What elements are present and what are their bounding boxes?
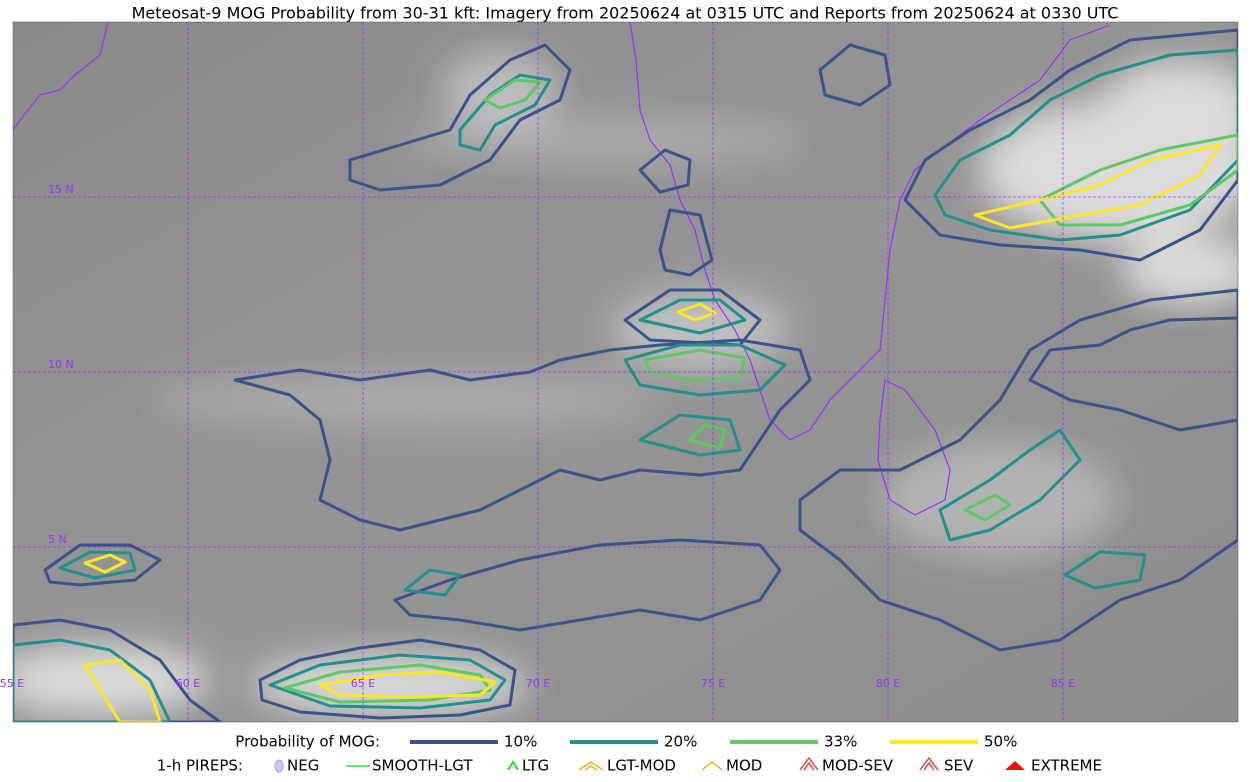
legend-label: SMOOTH-LGT [372, 757, 473, 775]
contour [1028, 316, 1238, 432]
lon-label: 55 E [0, 677, 24, 690]
contour [963, 493, 1012, 522]
contour [403, 568, 462, 597]
contour [938, 428, 1082, 542]
legend-label: 33% [824, 733, 857, 751]
contour [258, 638, 517, 720]
contour [58, 550, 137, 580]
pirep-icon [799, 756, 819, 771]
pirep-icon [274, 759, 284, 773]
graticule [13, 22, 1238, 722]
legend-label: 10% [504, 733, 537, 751]
pirep-icon [507, 760, 519, 771]
legend-label: SEV [944, 757, 974, 775]
contour [13, 618, 222, 722]
lon-label: 65 E [351, 677, 375, 690]
contour [348, 43, 572, 192]
contour [638, 298, 747, 335]
contour [268, 653, 507, 710]
lon-label: 60 E [176, 677, 200, 690]
lon-label: 75 E [701, 677, 725, 690]
pirep-icon [701, 761, 723, 771]
legend-label: NEG [287, 757, 319, 775]
pirep-icon [578, 761, 604, 771]
contour [83, 658, 162, 722]
contour [933, 48, 1238, 242]
island [877, 379, 951, 516]
contour [318, 670, 497, 699]
lon-label: 70 E [526, 677, 550, 690]
contour [283, 663, 492, 704]
contour [658, 208, 714, 277]
legend-label: 50% [984, 733, 1017, 751]
legend-label: 20% [664, 733, 697, 751]
legend-label: MOD [726, 757, 762, 775]
legend-title: 1-h PIREPS: [157, 757, 243, 775]
legend-label: LTG [522, 757, 549, 775]
contour [688, 423, 727, 450]
contour [973, 143, 1222, 230]
contour [233, 338, 812, 532]
contour [13, 638, 172, 722]
legend-title: Probability of MOG: [235, 733, 380, 751]
contour [1038, 133, 1238, 227]
contour [483, 78, 542, 110]
lon-label: 85 E [1051, 677, 1075, 690]
probability-legend: Probability of MOG: 10% 20% 33% 50% [235, 733, 1017, 751]
contour [798, 288, 1238, 652]
lat-label: 15 N [48, 183, 74, 196]
contour [903, 28, 1238, 262]
contour [393, 538, 782, 632]
contour [623, 288, 762, 347]
contour [638, 148, 692, 194]
pirep-icon [1005, 761, 1025, 770]
legend-label: MOD-SEV [822, 757, 894, 775]
lon-label: 80 E [876, 677, 900, 690]
contour [818, 43, 892, 107]
legend-label: EXTREME [1031, 757, 1102, 775]
contour [623, 343, 787, 397]
pirep-legend: 1-h PIREPS: NEG SMOOTH-LGT LTG LGT-MOD MOD MO… [157, 757, 1102, 775]
contour [638, 413, 742, 457]
contour [83, 553, 127, 574]
contour [1063, 550, 1147, 590]
legend-label: LGT-MOD [607, 757, 676, 775]
map-frame [12, 21, 1239, 723]
coastline [13, 22, 109, 131]
lat-label: 5 N [48, 533, 67, 546]
lat-label: 10 N [48, 358, 74, 371]
contour [676, 302, 717, 322]
contour [43, 543, 162, 587]
contours [13, 28, 1238, 722]
title: Meteosat-9 MOG Probability from 30-31 kf… [132, 4, 1119, 23]
map [13, 22, 1238, 722]
pirep-icon [919, 756, 939, 771]
